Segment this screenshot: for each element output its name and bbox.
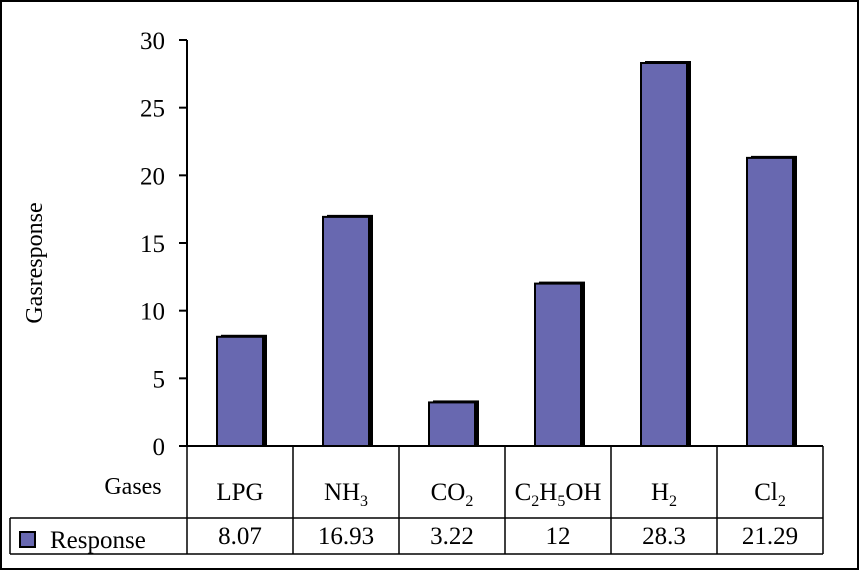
- category-label: C2H5OH: [515, 479, 602, 510]
- category-label: CO2: [431, 479, 474, 510]
- bar: [428, 401, 476, 447]
- value-label: 8.07: [218, 523, 262, 550]
- y-tick-label: 15: [140, 231, 165, 258]
- y-axis-label: Gasresponse: [22, 202, 48, 323]
- value-label: 16.93: [318, 523, 374, 550]
- category-label: NH3: [324, 479, 368, 510]
- category-label: H2: [651, 479, 677, 510]
- bar: [322, 215, 370, 447]
- x-axis-label: Gases: [104, 474, 161, 500]
- value-label: 21.29: [742, 523, 798, 550]
- bar: [534, 282, 582, 447]
- y-tick-label: 10: [140, 299, 165, 326]
- value-label: 28.3: [642, 523, 686, 550]
- y-tick-label: 30: [140, 28, 165, 55]
- y-tick-label: 5: [153, 366, 166, 393]
- legend-label: Response: [50, 527, 146, 554]
- y-tick-label: 20: [140, 163, 165, 190]
- y-tick-label: 0: [153, 434, 166, 461]
- bar: [746, 156, 794, 447]
- legend-swatch: [19, 531, 36, 548]
- category-label: LPG: [216, 479, 263, 506]
- category-label: Cl2: [754, 479, 786, 510]
- value-label: 3.22: [430, 523, 474, 550]
- bar: [216, 335, 264, 448]
- y-tick-label: 25: [140, 96, 165, 123]
- bar: [640, 62, 688, 448]
- value-label: 12: [546, 523, 571, 550]
